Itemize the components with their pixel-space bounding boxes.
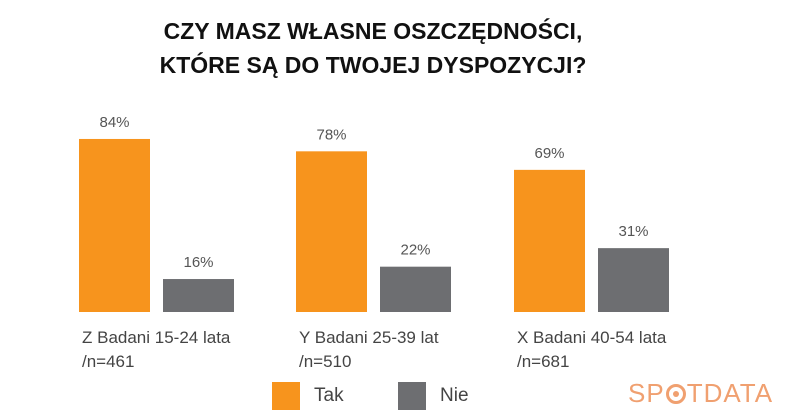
bar-nie-z [163, 279, 234, 312]
category-label-x-line-1: X Badani 40-54 lata [517, 328, 667, 347]
category-label-z-line-1: Z Badani 15-24 lata [82, 328, 231, 347]
category-label-z: Z Badani 15-24 lata /n=461 [82, 326, 230, 374]
data-label-nie-y: 22% [400, 242, 430, 259]
bar-tak-y [296, 151, 367, 312]
category-label-y: Y Badani 25-39 lat /n=510 [299, 326, 439, 374]
category-label-y-line-1: Y Badani 25-39 lat [299, 328, 439, 347]
data-label-nie-z: 16% [183, 254, 213, 271]
bar-tak-z [79, 138, 150, 312]
category-label-x-line-2: /n=681 [517, 352, 570, 371]
logo-text-part-1: SP [628, 378, 665, 408]
bar-nie-y [380, 266, 451, 312]
spotdata-logo: SP TDATA [628, 378, 773, 409]
legend-label-nie: Nie [440, 385, 469, 406]
data-label-tak-y: 78% [316, 126, 346, 143]
category-label-y-line-2: /n=510 [299, 352, 352, 371]
chart-title-line-1: CZY MASZ WŁASNE OSZCZĘDNOŚCI, [163, 18, 583, 44]
legend-item-nie: Nie [398, 382, 469, 410]
chart-title: CZY MASZ WŁASNE OSZCZĘDNOŚCI, KTÓRE SĄ D… [0, 14, 746, 82]
legend-swatch-nie [398, 382, 426, 410]
legend-label-tak: Tak [314, 385, 344, 406]
bar-nie-x [598, 248, 669, 312]
data-label-nie-x: 31% [618, 223, 648, 240]
data-label-tak-z: 84% [99, 114, 129, 131]
bar-tak-x [514, 169, 585, 312]
logo-target-icon [665, 384, 686, 404]
data-label-tak-x: 69% [534, 145, 564, 162]
category-label-x: X Badani 40-54 lata /n=681 [517, 326, 666, 374]
chart-title-line-2: KTÓRE SĄ DO TWOJEJ DYSPOZYCJI? [159, 52, 587, 78]
legend-swatch-tak [272, 382, 300, 410]
logo-text-part-2: TDATA [686, 378, 774, 408]
category-label-z-line-2: /n=461 [82, 352, 135, 371]
legend-item-tak: Tak [272, 382, 344, 410]
